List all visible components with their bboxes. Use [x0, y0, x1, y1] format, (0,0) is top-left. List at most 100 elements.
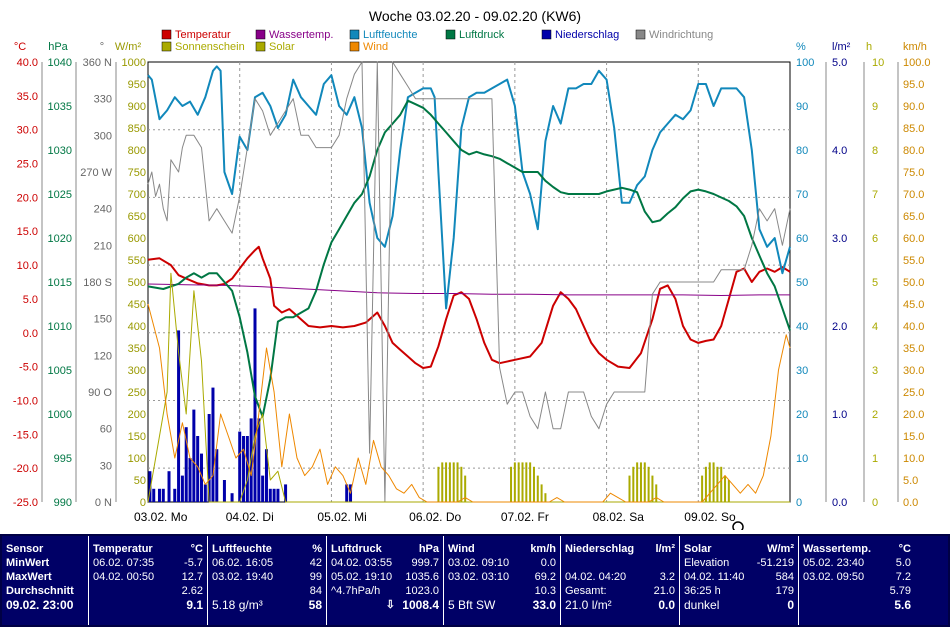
tick-label-sun: 10 [872, 57, 884, 69]
rain-bar [284, 484, 288, 502]
tick-label-dir: 120 [94, 350, 112, 362]
stats-wind-col: Wind km/h 03.02. 09:10 0.0 03.02. 03:10 69.… [443, 536, 560, 625]
rain-bar [180, 475, 184, 502]
stats-max-value: 99 [309, 571, 322, 583]
tick-label-solar: 50 [134, 475, 146, 487]
tick-label-sun: 3 [872, 365, 878, 377]
sunshine-bar [708, 462, 711, 502]
tick-label-solar: 900 [128, 101, 146, 113]
tick-label-rain: 5.0 [832, 57, 847, 69]
tick-label-solar: 100 [128, 453, 146, 465]
tick-label-solar: 750 [128, 167, 146, 179]
legend-label: Niederschlag [555, 29, 619, 41]
stats-max-time: 04.02. 11:40 [684, 571, 745, 583]
tick-label-temp: -20.0 [13, 463, 38, 475]
stats-avg-value: 5.79 [889, 585, 911, 597]
series-line-wassertemp [147, 283, 790, 296]
tick-label-press: 1005 [48, 365, 72, 377]
stats-total-value: 21.0 [653, 585, 675, 597]
tick-label-wind: 30.0 [903, 365, 924, 377]
stats-max-time: 03.02. 09:50 [803, 571, 865, 583]
legend-swatch [255, 29, 266, 40]
legend-label: Sonnenschein [175, 41, 245, 53]
tick-label-solar: 300 [128, 365, 146, 377]
tick-label-press: 1025 [48, 189, 72, 201]
legend-swatch [255, 41, 266, 52]
sunshine-bar [448, 462, 451, 502]
tick-label-solar: 700 [128, 189, 146, 201]
stats-header: Solar [684, 543, 712, 555]
sunshine-bar [529, 462, 532, 502]
tick-label-dir: 30 [100, 460, 112, 472]
tick-label-hum: 90 [796, 101, 808, 113]
stats-label-avg: Durchschnitt [6, 585, 74, 597]
tick-label-solar: 850 [128, 123, 146, 135]
sunshine-bar [437, 466, 440, 502]
stats-now-value: 0.0 [658, 598, 675, 612]
stats-avg-value: 1023.0 [405, 585, 439, 597]
tick-label-press: 1010 [48, 321, 72, 333]
legend-label: Luftfeuchte [363, 29, 417, 41]
legend-label: Temperatur [175, 29, 231, 41]
tick-label-wind: 65.0 [903, 211, 924, 223]
tick-label-wind: 55.0 [903, 255, 924, 267]
tick-label-rain: 2.0 [832, 321, 847, 333]
rain-bar [196, 436, 200, 502]
sunshine-bar [536, 475, 539, 502]
tick-label-solar: 500 [128, 277, 146, 289]
tick-label-hum: 100 [796, 57, 814, 69]
rain-bar [257, 418, 261, 502]
rain-bar [188, 458, 192, 502]
stats-unit: hPa [418, 543, 439, 555]
rain-bar [184, 427, 188, 502]
rain-bar [192, 409, 196, 502]
tick-label-sun: 5 [872, 277, 878, 289]
sunshine-bar [727, 480, 730, 502]
tick-label-dir: 180 S [83, 277, 112, 289]
stats-now-value: 9.1 [186, 598, 203, 612]
tick-label-dir: 300 [94, 130, 112, 142]
tick-label-hum: 40 [796, 321, 808, 333]
sunshine-bar [544, 493, 547, 502]
tick-label-sun: 2 [872, 409, 878, 421]
tick-label-rain: 1.0 [832, 409, 847, 421]
legend-swatch [445, 29, 456, 40]
stats-min-time: 05.02. 23:40 [803, 557, 865, 569]
stats-min-time: 06.02. 07:35 [93, 557, 155, 569]
x-tick-label: 04.02. Di [226, 510, 274, 524]
tick-label-sun: 8 [872, 145, 878, 157]
x-tick-label: 09.02. So [684, 510, 736, 524]
tick-label-hum: 60 [796, 233, 808, 245]
tick-label-wind: 100.0 [903, 57, 931, 69]
stats-extra: dunkel [684, 598, 720, 612]
tick-label-solar: 450 [128, 299, 146, 311]
tick-label-solar: 800 [128, 145, 146, 157]
rain-bar [261, 475, 265, 502]
sunshine-bar [636, 462, 639, 502]
stats-max-value: 7.2 [895, 571, 911, 583]
tick-label-dir: 90 O [88, 387, 112, 399]
tick-label-wind: 20.0 [903, 409, 924, 421]
tick-label-temp: 25.0 [17, 159, 38, 171]
tick-label-temp: 10.0 [17, 260, 38, 272]
rain-bar [276, 488, 280, 502]
tick-label-hum: 50 [796, 277, 808, 289]
tick-label-press: 1015 [48, 277, 72, 289]
scroll-marker-icon[interactable] [732, 521, 744, 530]
stats-humidity-col: Luftfeuchte% 06.02. 16:05 42 03.02. 19:40… [207, 536, 326, 625]
series-line-wind [147, 303, 791, 503]
tick-label-dir: 270 W [80, 167, 112, 179]
tick-label-hum: 70 [796, 189, 808, 201]
series-line-temperatur [147, 245, 791, 369]
x-tick-label: 03.02. Mo [134, 510, 188, 524]
stats-now-value: 5.6 [894, 598, 911, 612]
tick-label-solar: 550 [128, 255, 146, 267]
stats-header: Wassertemp. [803, 543, 872, 555]
stats-min-value: -5.7 [184, 557, 203, 569]
axis-unit-sun: h [866, 41, 872, 53]
tick-label-wind: 5.0 [903, 475, 918, 487]
tick-label-temp: 5.0 [23, 294, 38, 306]
rain-bar [200, 453, 203, 502]
tick-label-wind: 90.0 [903, 101, 924, 113]
rain-bar [207, 414, 211, 502]
